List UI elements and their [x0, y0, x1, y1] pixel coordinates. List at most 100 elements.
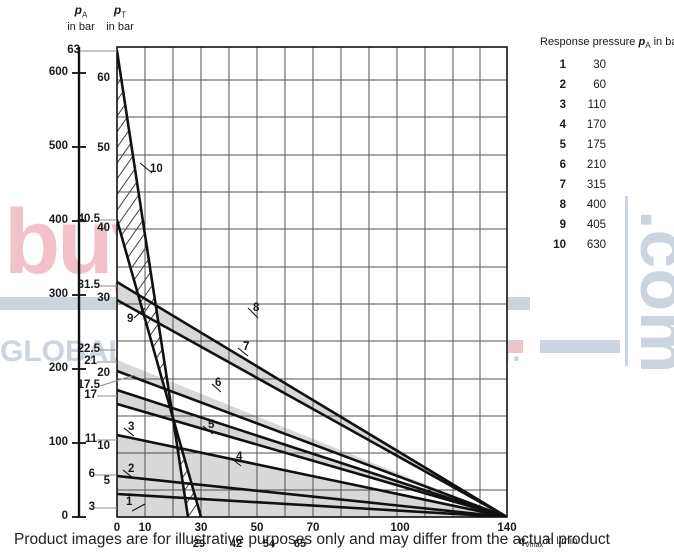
y-tick-left-500: 500 [48, 140, 68, 152]
x-tick-140: 140 [497, 522, 517, 534]
footer-disclaimer: Product images are for illustrative purp… [14, 531, 610, 548]
legend-value: 315 [586, 179, 606, 192]
legend-row: 3 110 [540, 95, 674, 115]
legend-row: 2 60 [540, 75, 674, 95]
legend-title: Response pressure pA in bar [540, 36, 674, 51]
legend-num: 9 [559, 219, 566, 232]
y-tick-left-100: 100 [48, 436, 68, 448]
legend-num: 2 [559, 79, 566, 92]
curve-8 [117, 280, 507, 517]
callout-3: 3 [88, 501, 95, 513]
y-tick-left-600: 600 [48, 66, 68, 78]
curve-label-2: 2 [128, 463, 135, 475]
legend-value: 210 [586, 159, 606, 172]
legend-num: 7 [559, 179, 566, 192]
curve-label-7: 7 [243, 341, 250, 353]
callout-22-5: 22.5 [77, 343, 100, 355]
legend-value: 630 [586, 239, 606, 252]
x-tick-10: 10 [138, 522, 152, 534]
curve-6 [117, 369, 507, 517]
y-tick-right-5: 5 [103, 475, 110, 487]
legend-row: 10 630 [540, 235, 674, 255]
callout-63: 63 [67, 44, 80, 56]
legend-row: 1 30 [540, 55, 674, 75]
left-axis-symbol: pA [74, 3, 88, 20]
curve-label-5: 5 [208, 419, 215, 431]
legend-num: 10 [553, 239, 566, 252]
legend-row: 9 405 [540, 215, 674, 235]
x-tick2-29: 29 [192, 538, 206, 550]
left-axis-header: pA in bar [46, 4, 116, 34]
y-tick-right-40: 40 [97, 222, 110, 234]
callout-40-5: 40.5 [77, 213, 100, 225]
callout-leaders [80, 50, 136, 509]
legend-num: 1 [559, 59, 566, 72]
y-tick-left-200: 200 [48, 362, 68, 374]
y-tick-left-400: 400 [48, 214, 68, 226]
legend-value: 170 [586, 119, 606, 132]
curve-5 [117, 388, 507, 517]
legend-num: 3 [559, 99, 566, 112]
legend-title-symbol: pA [638, 36, 651, 51]
left-axis-unit: in bar [67, 21, 95, 34]
x-tick-50: 50 [250, 522, 264, 534]
x-tick-100: 100 [390, 522, 410, 534]
legend-num: 5 [559, 139, 566, 152]
callout-31-5: 31.5 [77, 279, 100, 291]
x-tick2-54: 54 [262, 538, 276, 550]
y-tick-right-20: 20 [97, 367, 110, 379]
legend-row: 8 400 [540, 195, 674, 215]
legend-value: 60 [593, 79, 606, 92]
plot-frame [116, 46, 508, 518]
inner-axis-symbol: pT [113, 3, 127, 20]
curve-lines [117, 49, 507, 517]
x-tick-30: 30 [194, 522, 208, 534]
legend-row: 6 210 [540, 155, 674, 175]
curve-label-8: 8 [253, 302, 260, 314]
y-tick-right-30: 30 [97, 292, 110, 304]
legend-row: 4 170 [540, 115, 674, 135]
curve-label-6: 6 [215, 377, 222, 389]
legend-num: 4 [559, 119, 566, 132]
left-axis [72, 47, 86, 518]
x-tick2-65: 65 [293, 538, 307, 550]
legend-row: 5 175 [540, 135, 674, 155]
curve-label-1: 1 [126, 496, 133, 508]
inner-axis-unit: in bar [106, 21, 134, 34]
callout-11: 11 [84, 433, 97, 445]
y-tick-right-10: 10 [97, 440, 110, 452]
curve-7 [117, 298, 507, 517]
callout-17-5: 17.5 [77, 379, 100, 391]
curve-9 [117, 218, 203, 517]
y-tick-right-50: 50 [97, 142, 110, 154]
curve-10 [117, 49, 190, 517]
legend-value: 405 [586, 219, 606, 232]
x-tick-70: 70 [306, 522, 320, 534]
callout-17: 17 [84, 389, 97, 401]
legend-value: 175 [586, 139, 606, 152]
curve-1 [117, 492, 507, 517]
x-tick-0: 0 [113, 522, 121, 534]
legend-value: 110 [587, 99, 606, 112]
x-tick2-42: 42 [229, 538, 243, 550]
y-tick-right-60: 60 [97, 72, 110, 84]
legend-value: 30 [593, 59, 606, 72]
grid-lines [117, 47, 507, 517]
curve-label-4: 4 [236, 451, 243, 463]
callout-21: 21 [84, 355, 97, 367]
curve-label-9: 9 [127, 313, 134, 325]
inner-axis-header: pT in bar [85, 4, 155, 34]
legend-row: 7 315 [540, 175, 674, 195]
x-axis-title: qVmax in l/min [519, 536, 578, 549]
legend-num: 8 [559, 199, 566, 212]
curve-4 [117, 402, 507, 517]
curve-label-3: 3 [128, 421, 135, 433]
y-tick-left-0: 0 [61, 510, 68, 522]
legend-num: 6 [559, 159, 566, 172]
callout-6: 6 [88, 468, 95, 480]
curve-label-leaders [122, 162, 259, 512]
legend: Response pressure pA in bar 1 30 2 60 3 110… [540, 36, 674, 255]
curve-label-10: 10 [150, 163, 163, 175]
legend-value: 400 [586, 199, 606, 212]
